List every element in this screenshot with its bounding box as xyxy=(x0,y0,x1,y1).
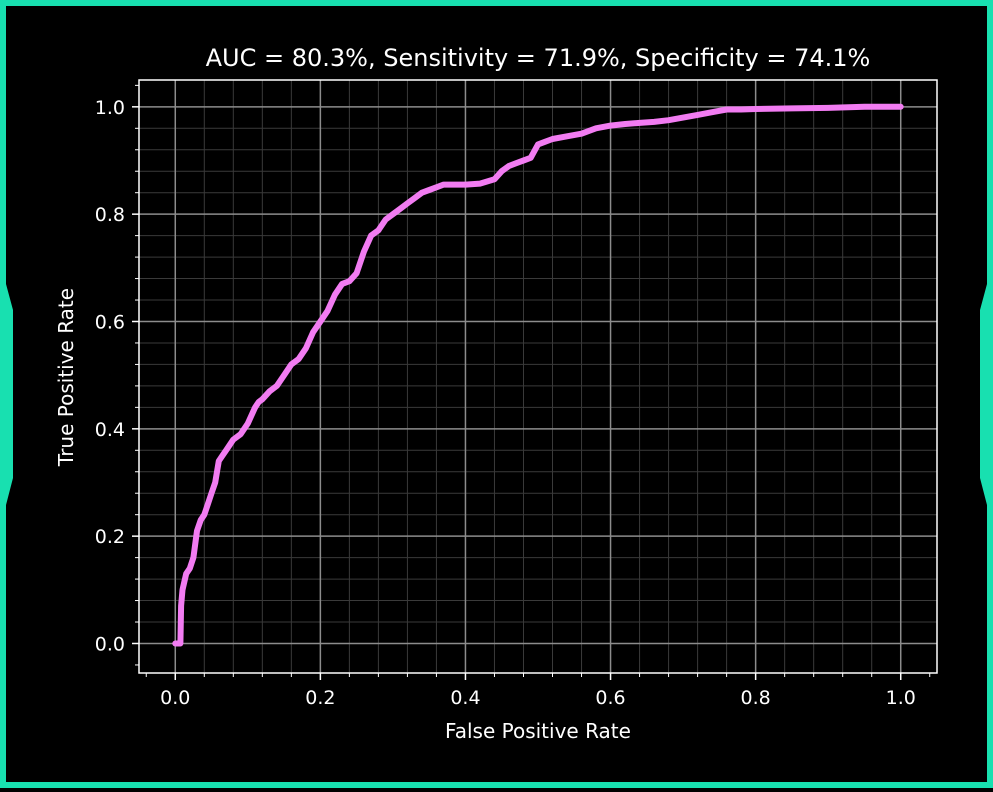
y-tick-label: 0.4 xyxy=(95,419,125,441)
series-layer xyxy=(172,103,904,647)
x-tick-label: 0.2 xyxy=(305,687,335,709)
axis-ticks: 0.0 0.2 0.4 0.6 0.8 1.0 0.0 0.2 0.4 0.6 0.8 1.0 xyxy=(95,84,931,709)
minor-grid xyxy=(139,80,937,673)
y-tick-label: 1.0 xyxy=(95,97,125,119)
axes-box xyxy=(138,79,938,674)
x-tick-label: 0.8 xyxy=(741,687,771,709)
x-tick-label: 0.4 xyxy=(450,687,480,709)
x-axis-label: False Positive Rate xyxy=(445,719,631,743)
x-tick-label: 0.0 xyxy=(160,687,190,709)
frame-inner xyxy=(6,6,987,782)
roc-curve xyxy=(172,103,904,647)
y-axis-label: True Positive Rate xyxy=(54,288,78,467)
x-tick-label: 1.0 xyxy=(886,687,916,709)
y-tick-label: 0.2 xyxy=(95,526,125,548)
y-tick-label: 0.6 xyxy=(95,311,125,333)
x-tick-label: 0.6 xyxy=(595,687,625,709)
chart-title: AUC = 80.3%, Sensitivity = 71.9%, Specif… xyxy=(206,44,871,72)
y-tick-label: 0.8 xyxy=(95,204,125,226)
major-grid xyxy=(139,80,937,673)
y-tick-label: 0.0 xyxy=(95,633,125,655)
